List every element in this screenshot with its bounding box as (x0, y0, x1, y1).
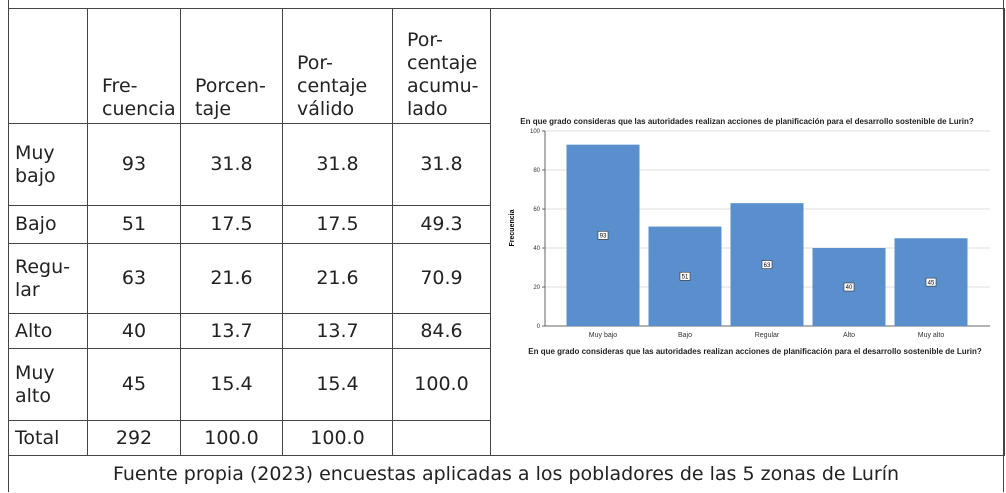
row-label: Alto (8, 313, 88, 349)
cell: 49.3 (392, 205, 491, 244)
cell: 31.8 (180, 123, 283, 206)
y-tick-label: 80 (533, 168, 540, 174)
cell: 21.6 (180, 243, 283, 314)
x-tick-label: Alto (843, 332, 855, 339)
cell: 13.7 (282, 313, 393, 349)
cell: 51 (87, 205, 181, 244)
cell: 63 (87, 243, 181, 314)
data-label: 40 (846, 285, 853, 291)
cell: 13.7 (180, 313, 283, 349)
cell (392, 420, 491, 456)
cell: 292 (87, 420, 181, 456)
chart-plot: 0 20 40 60 80 100 Frecuencia Muy bajo 93 Bajo 51 Re… (509, 129, 990, 339)
cell: 40 (87, 313, 181, 349)
header-cell: Por- centaje acumu- lado (392, 8, 491, 124)
data-label-box (843, 282, 855, 292)
chart: En que grado consideras que las autorida… (490, 8, 1004, 455)
row-label: Muy bajo (8, 123, 88, 206)
y-tick-label: 0 (537, 324, 541, 330)
data-label: 63 (764, 263, 771, 269)
header-cell: Por- centaje válido (282, 8, 393, 124)
row-label: Regu- lar (8, 243, 88, 314)
data-label: 51 (682, 274, 689, 280)
x-tick-label: Muy alto (918, 332, 945, 339)
table-row: Alto 40 13.7 13.7 84.6 (8, 313, 1005, 349)
cell: 15.4 (282, 348, 393, 421)
cell: 100.0 (392, 348, 491, 421)
cell: 21.6 (282, 243, 393, 314)
cell: 93 (87, 123, 181, 206)
cell: 17.5 (180, 205, 283, 244)
data-label-box (761, 260, 773, 269)
y-tick-label: 20 (533, 285, 540, 291)
x-axis-title: En que grado consideras que las autorida… (528, 347, 982, 356)
table-row: Total 292 100.0 100.0 (8, 420, 1005, 456)
cell: 31.8 (392, 123, 491, 206)
cell: 100.0 (282, 420, 393, 456)
cell: 70.9 (392, 243, 491, 314)
cell: 100.0 (180, 420, 283, 456)
header-cell (8, 8, 88, 124)
data-label: 45 (928, 280, 935, 286)
data-label-box (597, 231, 609, 240)
table-row: Regu- lar 63 21.6 21.6 70.9 (8, 243, 1005, 314)
y-tick-label: 60 (533, 207, 540, 213)
table-row: Muy alto 45 15.4 15.4 100.0 (8, 348, 1005, 421)
y-axis-title: Frecuencia (509, 209, 516, 246)
table-row: Muy bajo 93 31.8 31.8 31.8 (8, 123, 1005, 206)
chart-title: En que grado consideras que las autorida… (520, 117, 974, 126)
cell: 17.5 (282, 205, 393, 244)
frequency-table: Fre- cuencia Porcen- taje Por- centaje vál… (8, 8, 1005, 456)
cell: 31.8 (282, 123, 393, 206)
data-label: 93 (600, 234, 607, 240)
cell: 45 (87, 348, 181, 421)
x-tick-label: Bajo (678, 332, 692, 339)
cell: 15.4 (180, 348, 283, 421)
x-tick-label: Muy bajo (589, 332, 618, 339)
header-cell: Fre- cuencia (87, 8, 181, 124)
header-cell: Porcen- taje (180, 8, 283, 124)
x-tick-label: Regular (755, 332, 780, 339)
cell: 84.6 (392, 313, 491, 349)
row-label: Bajo (8, 205, 88, 244)
footer: Fuente propia (2023) encuestas aplicadas… (8, 455, 1004, 492)
row-label: Total (8, 420, 88, 456)
y-tick-label: 100 (530, 129, 541, 135)
data-label-box (679, 271, 691, 281)
data-label-box (925, 277, 937, 287)
y-tick-label: 40 (533, 246, 540, 252)
row-label: Muy alto (8, 348, 88, 421)
